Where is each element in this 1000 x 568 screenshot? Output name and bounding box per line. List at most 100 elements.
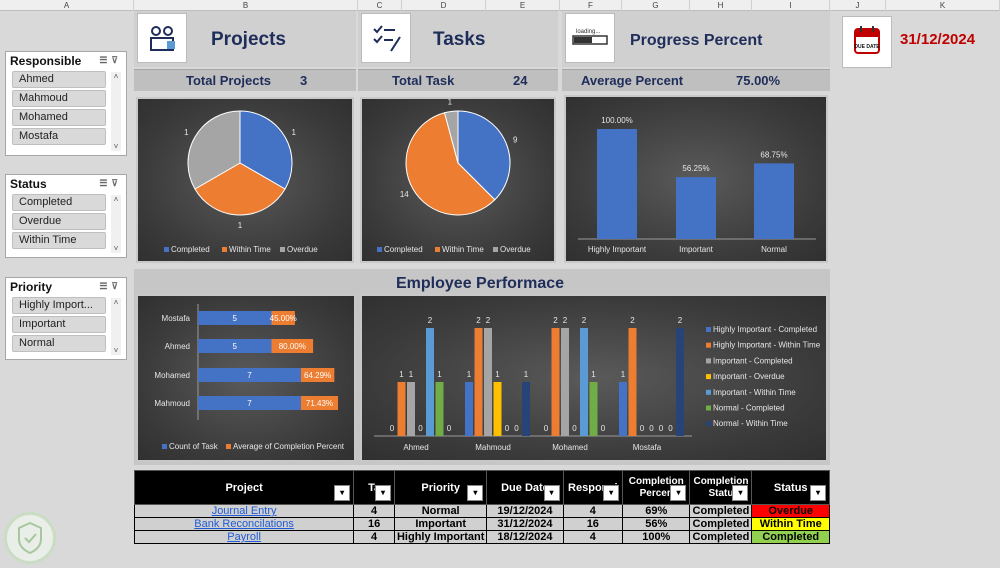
tasks-status-chart[interactable]: 9 14 1 Completed Within Time Overdue [360,97,556,263]
column-header-g[interactable]: G [622,0,690,11]
bar-data-label: 0 [447,424,452,433]
bar-data-label: 71.43% [306,399,333,408]
task-cell[interactable]: 16 [353,517,395,531]
svg-text:loading...: loading... [576,29,601,35]
task-cell[interactable]: 4 [353,504,395,518]
chevron-up-icon[interactable]: ˄ [113,72,119,81]
slicer-item-within-time[interactable]: Within Time [12,232,106,249]
status-cell[interactable]: Completed [751,530,830,544]
header-completion-percent[interactable]: Completion Percen ▾ [622,470,691,505]
responsible-cell[interactable]: 16 [562,517,624,531]
priority-cell[interactable]: Important [393,517,488,531]
column-header-a[interactable]: A [0,0,134,11]
responsible-cell[interactable]: 4 [562,530,624,544]
column-header-j[interactable]: J [830,0,886,11]
filter-applied-icon[interactable]: ▾ [334,485,351,501]
column-header-b[interactable]: B [134,0,358,11]
slicer-item-overdue[interactable]: Overdue [12,213,106,230]
header-task[interactable]: Ta▾ [353,470,395,505]
bar-mostafa-highly-important-completed [619,382,627,436]
progress-priority-chart[interactable]: 100.00% Highly Important 56.25% Important 68… [564,95,828,263]
chevron-up-icon[interactable]: ˄ [113,195,119,204]
projects-card: Projects [134,11,356,67]
dropdown-icon[interactable]: ▾ [543,485,560,501]
slicer-item-completed[interactable]: Completed [12,194,106,211]
table-row: Payroll 4 Highly Important 18/12/2024 4 … [133,530,830,544]
bar-mohamed-highly-important-within-time [551,328,560,436]
slicer-item-mahmoud[interactable]: Mahmoud [12,90,106,107]
dropdown-icon[interactable]: ▾ [467,485,484,501]
multi-select-icon[interactable]: ☰ [99,55,112,65]
percent-cell[interactable]: 69% [622,504,691,518]
project-link[interactable]: Bank Reconcilations [133,517,355,531]
header-due-date[interactable]: Due Date ▾ [486,470,564,505]
dropdown-icon[interactable]: ▾ [603,485,620,501]
slicer-item-highly-important[interactable]: Highly Import... [12,297,106,314]
legend-swatch [493,247,498,252]
dropdown-icon[interactable]: ▾ [374,485,391,501]
slicer-item-mohamed[interactable]: Mohamed [12,109,106,126]
status-cell[interactable]: Overdue [751,504,830,518]
priority-cell[interactable]: Highly Important [393,530,488,544]
bar-data-label: 2 [486,316,491,325]
y-tick-label: Mohamed [154,371,190,380]
clear-filter-icon[interactable]: ⊽ [111,281,122,291]
header-status[interactable]: Status ▾ [751,470,830,505]
column-header-e[interactable]: E [486,0,560,11]
employee-count-chart[interactable]: Mostafa 5 45.00% Ahmed 5 80.00% Mohamed 7 64.29%… [136,294,356,462]
percent-cell[interactable]: 100% [622,530,691,544]
column-header-k[interactable]: K [886,0,1000,11]
dropdown-icon[interactable]: ▾ [670,485,687,501]
column-header-d[interactable]: D [402,0,486,11]
percent-cell[interactable]: 56% [622,517,691,531]
slicer-item-ahmed[interactable]: Ahmed [12,71,106,88]
header-project[interactable]: Project ▾ [133,470,355,505]
project-link[interactable]: Payroll [133,530,355,544]
slicer-scrollbar[interactable]: ˄ ˅ [111,298,121,355]
header-responsible[interactable]: Responsi ▾ [562,470,624,505]
column-header-f[interactable]: F [560,0,622,11]
column-header-h[interactable]: H [690,0,752,11]
chevron-down-icon[interactable]: ˅ [113,142,119,151]
due-date-cell[interactable]: 31/12/2024 [486,517,564,531]
completion-status-cell[interactable]: Completed [689,517,753,531]
due-date-cell[interactable]: 19/12/2024 [486,504,564,518]
chevron-down-icon[interactable]: ˅ [113,346,119,355]
clear-filter-icon[interactable]: ⊽ [111,55,122,65]
bar-mostafa-normal-within-time [676,328,684,436]
slicer-scrollbar[interactable]: ˄ ˅ [111,72,121,151]
completion-status-cell[interactable]: Completed [689,504,753,518]
chevron-down-icon[interactable]: ˅ [113,244,119,253]
bar-data-label: 2 [582,316,587,325]
multi-select-icon[interactable]: ☰ [99,281,112,291]
checklist-icon [361,13,411,63]
header-completion-status[interactable]: Completion Statu ▾ [689,470,753,505]
header-priority[interactable]: Priority ▾ [393,470,488,505]
bar-percent-mostafa [271,311,295,325]
project-link[interactable]: Journal Entry [133,504,355,518]
chevron-up-icon[interactable]: ˄ [113,298,119,307]
employee-priority-status-chart[interactable]: 0 1 1 0 2 1 0 Ahmed 1 2 2 1 0 0 1 Mahmoud 0 2 2 0 2 1 0 Mohamed… [360,294,828,462]
summary-value: 24 [513,73,528,88]
projects-status-chart[interactable]: 1 1 1 Completed Within Time Overdue [136,97,354,263]
dropdown-icon[interactable]: ▾ [810,485,826,501]
column-header-c[interactable]: C [358,0,402,11]
priority-cell[interactable]: Normal [393,504,488,518]
column-header-i[interactable]: I [752,0,830,11]
slicer-title: Responsible ☰⊽ [6,52,126,69]
responsible-cell[interactable]: 4 [562,504,624,518]
slicer-item-normal[interactable]: Normal [12,335,106,352]
slicer-item-mostafa[interactable]: Mostafa [12,128,106,145]
legend-entry: Important - Overdue [713,372,785,381]
clear-filter-icon[interactable]: ⊽ [111,178,122,188]
bar-data-label: 100.00% [601,116,633,125]
due-date-cell[interactable]: 18/12/2024 [486,530,564,544]
slicer-item-important[interactable]: Important [12,316,106,333]
dropdown-icon[interactable]: ▾ [732,485,749,501]
multi-select-icon[interactable]: ☰ [99,178,112,188]
completion-status-cell[interactable]: Completed [689,530,753,544]
bar-data-label: 1 [621,370,626,379]
status-cell[interactable]: Within Time [751,517,830,531]
slicer-scrollbar[interactable]: ˄ ˅ [111,195,121,253]
task-cell[interactable]: 4 [353,530,395,544]
